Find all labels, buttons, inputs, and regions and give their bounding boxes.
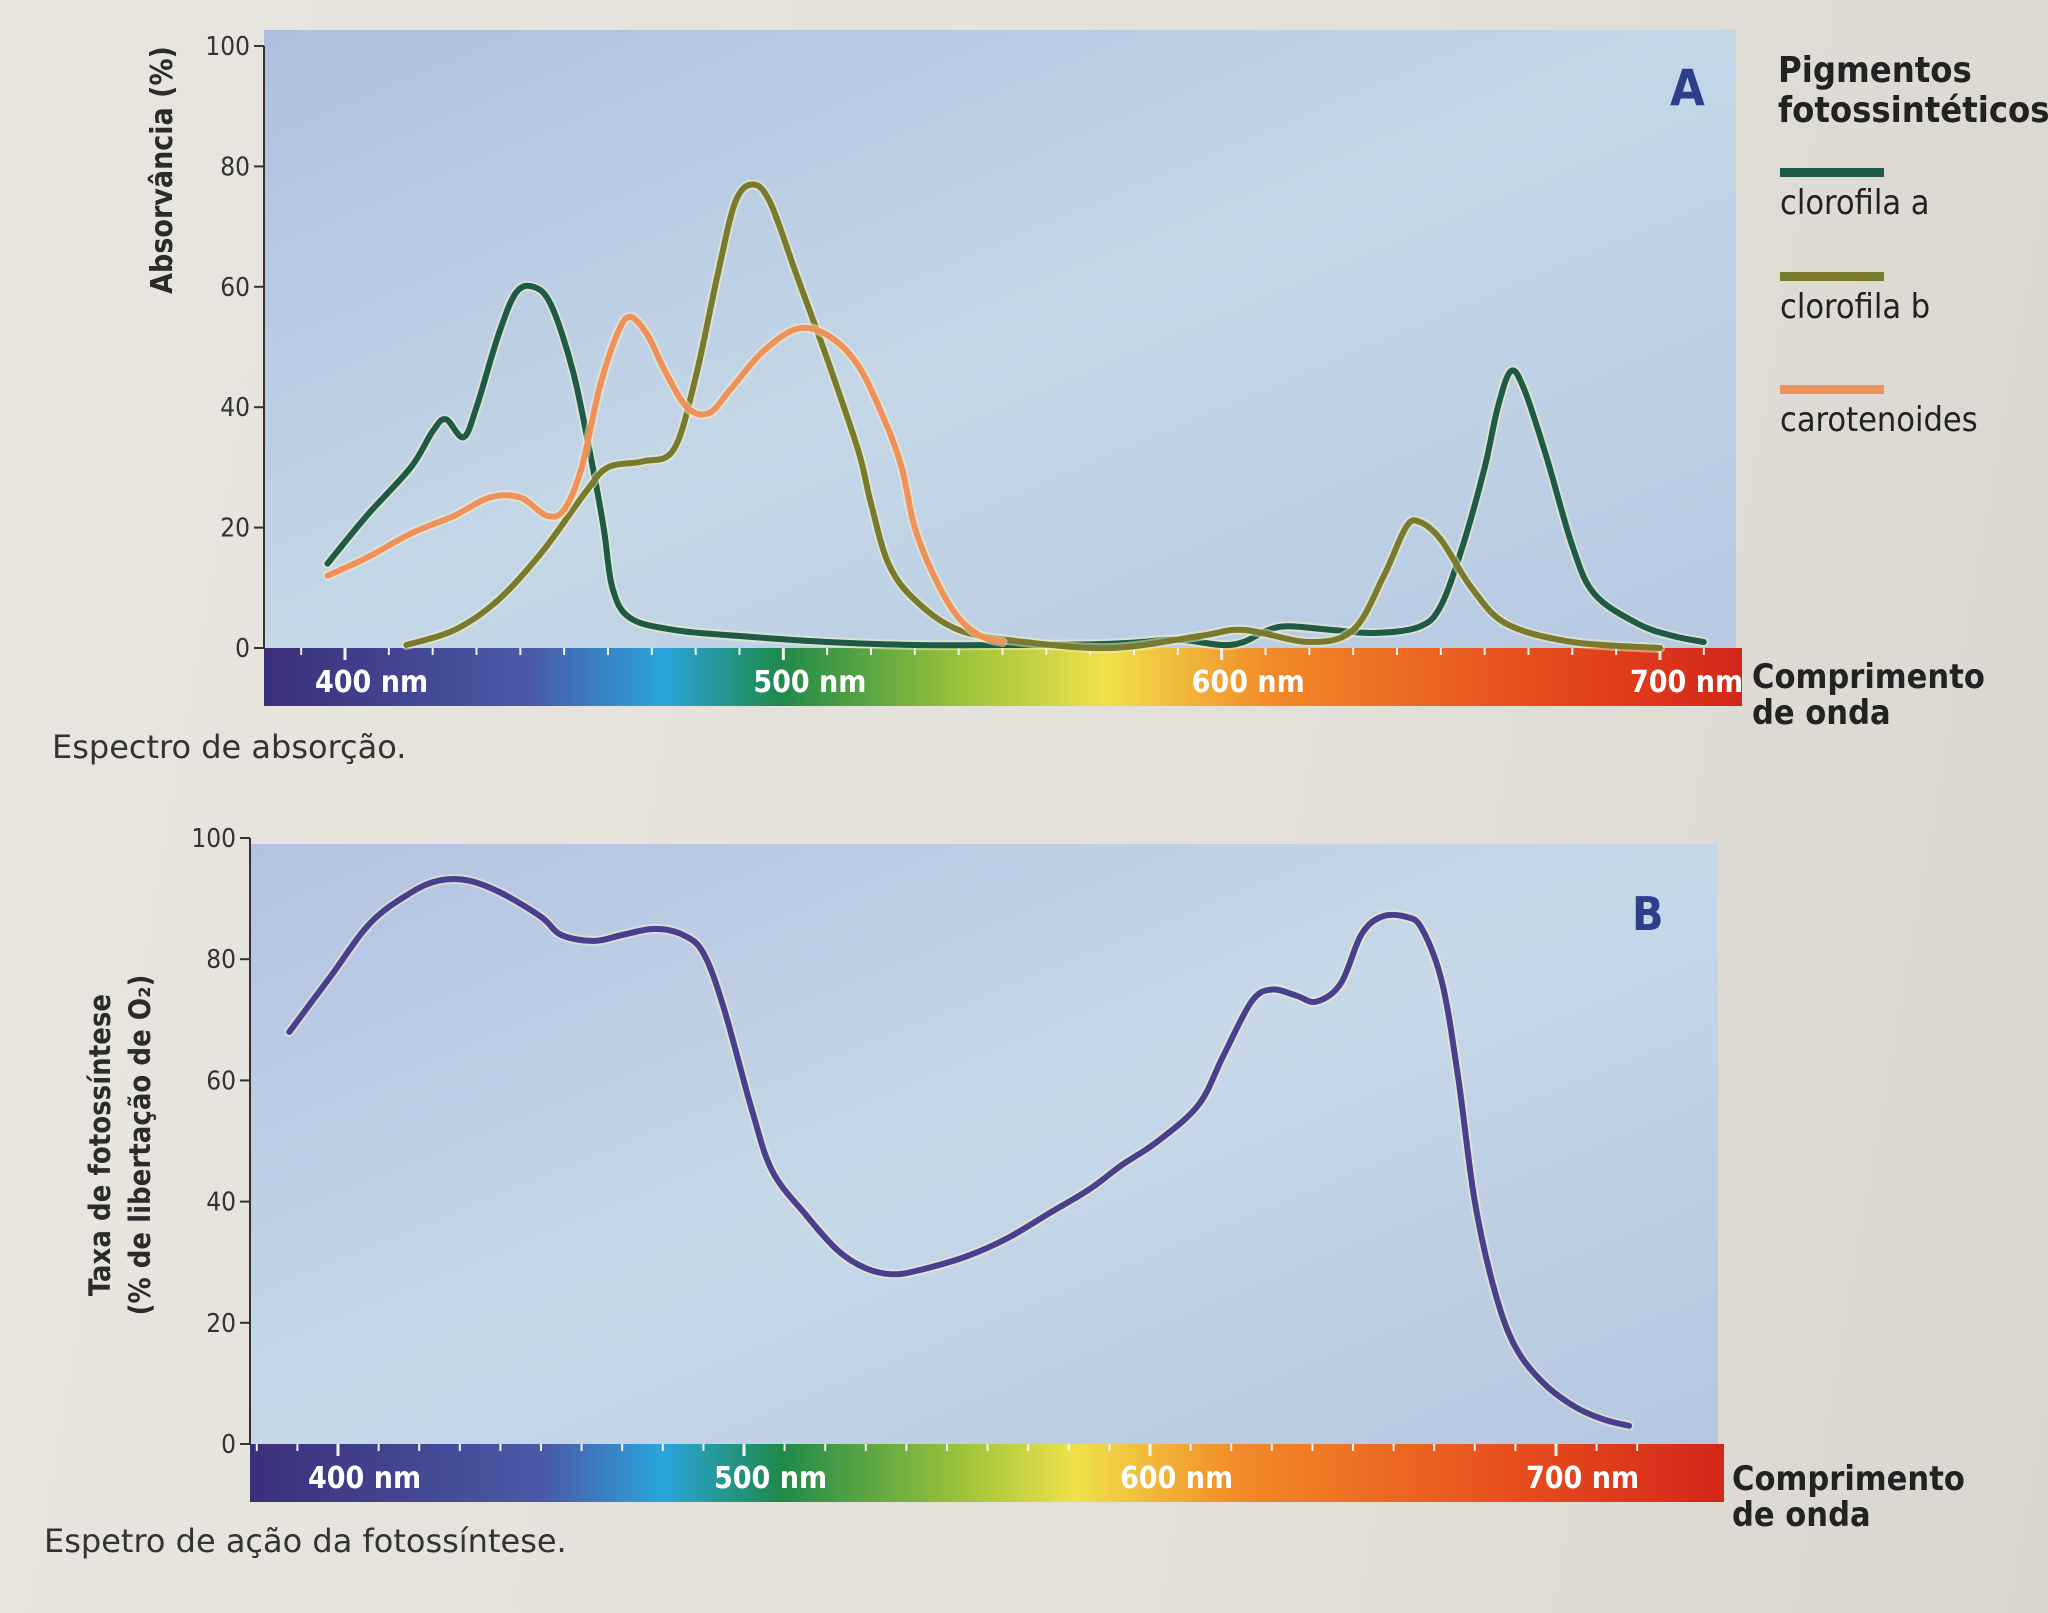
legend-label-carotenoides: carotenoides — [1780, 400, 1978, 440]
series-line-carotenoides — [324, 313, 1006, 645]
y-tick-label-0: 0 — [235, 634, 250, 664]
action-spectrum-chart: 0 20 40 60 80 100 400 nm 500 nm 600 nm 700 nm Ta… — [83, 824, 1965, 1535]
legend-swatch-carotenoides — [1780, 385, 1884, 394]
y-tick-label-100: 100 — [205, 32, 250, 62]
plot-area — [264, 30, 1736, 648]
y-tick-label-60: 60 — [220, 273, 250, 303]
x-axis-label-line2: de onda — [1752, 693, 1891, 733]
x-tick-label-400: 400 nm — [315, 665, 428, 700]
y-tick-label-0: 0 — [221, 1430, 236, 1460]
legend-swatch-clorofila-b — [1780, 272, 1884, 281]
series-lines — [322, 179, 1709, 654]
wavelength-spectrum-bar — [264, 648, 1742, 706]
y-tick-label-40: 40 — [206, 1188, 236, 1218]
y-ticks: 0 20 40 60 80 100 — [205, 32, 264, 664]
caption-action-spectrum: Espetro de ação da fotossíntese. — [44, 1522, 567, 1560]
legend-label-clorofila-b: clorofila b — [1780, 287, 1930, 327]
legend-label-clorofila-a: clorofila a — [1780, 183, 1930, 223]
plot-area — [250, 844, 1718, 1444]
y-tick-label-20: 20 — [206, 1309, 236, 1339]
y-axis-label-line2: (% de libertação de O₂) — [123, 975, 157, 1316]
series-line-action-spectrum — [286, 875, 1633, 1429]
x-tick-label-600: 600 nm — [1192, 665, 1305, 700]
legend-title-line2: fotossintéticos — [1778, 90, 2048, 131]
y-tick-label-60: 60 — [206, 1066, 236, 1096]
panel-label: A — [1670, 59, 1705, 117]
absorption-chart: 0 20 40 60 80 100 400 nm 500 nm 600 nm 700 nm Ab… — [145, 30, 2048, 733]
x-ticks: 400 nm 500 nm 600 nm 700 nm — [300, 648, 1743, 700]
x-tick-label-600: 600 nm — [1120, 1461, 1233, 1496]
y-tick-label-20: 20 — [220, 514, 250, 544]
x-axis-label-line2: de onda — [1732, 1495, 1871, 1535]
y-axis-label: Absorvância (%) — [145, 46, 180, 294]
y-tick-label-80: 80 — [220, 152, 250, 182]
legend-swatch-clorofila-a — [1780, 168, 1884, 177]
y-tick-label-40: 40 — [220, 393, 250, 423]
series-line-clorofila-b — [403, 181, 1663, 652]
x-axis-label-line1: Comprimento — [1752, 657, 1985, 697]
x-tick-label-500: 500 nm — [753, 665, 866, 700]
y-axis-label-line1: Taxa de fotossíntese — [83, 994, 117, 1296]
wavelength-spectrum-bar — [250, 1444, 1724, 1502]
caption-absorption: Espectro de absorção. — [52, 728, 407, 766]
y-tick-label-100: 100 — [191, 824, 236, 854]
x-axis-label-line1: Comprimento — [1732, 1459, 1965, 1499]
series-lines — [284, 873, 1635, 1431]
legend-title-line1: Pigmentos — [1778, 50, 1972, 91]
x-tick-label-700: 700 nm — [1526, 1461, 1639, 1496]
x-tick-label-500: 500 nm — [714, 1461, 827, 1496]
x-tick-label-700: 700 nm — [1630, 665, 1743, 700]
x-ticks: 400 nm 500 nm 600 nm 700 nm — [255, 1444, 1639, 1496]
y-ticks: 0 20 40 60 80 100 — [191, 824, 250, 1460]
x-tick-label-400: 400 nm — [308, 1461, 421, 1496]
y-tick-label-80: 80 — [206, 945, 236, 975]
panel-label: B — [1632, 887, 1664, 941]
legend: clorofila a clorofila b carotenoides — [1780, 168, 1978, 440]
